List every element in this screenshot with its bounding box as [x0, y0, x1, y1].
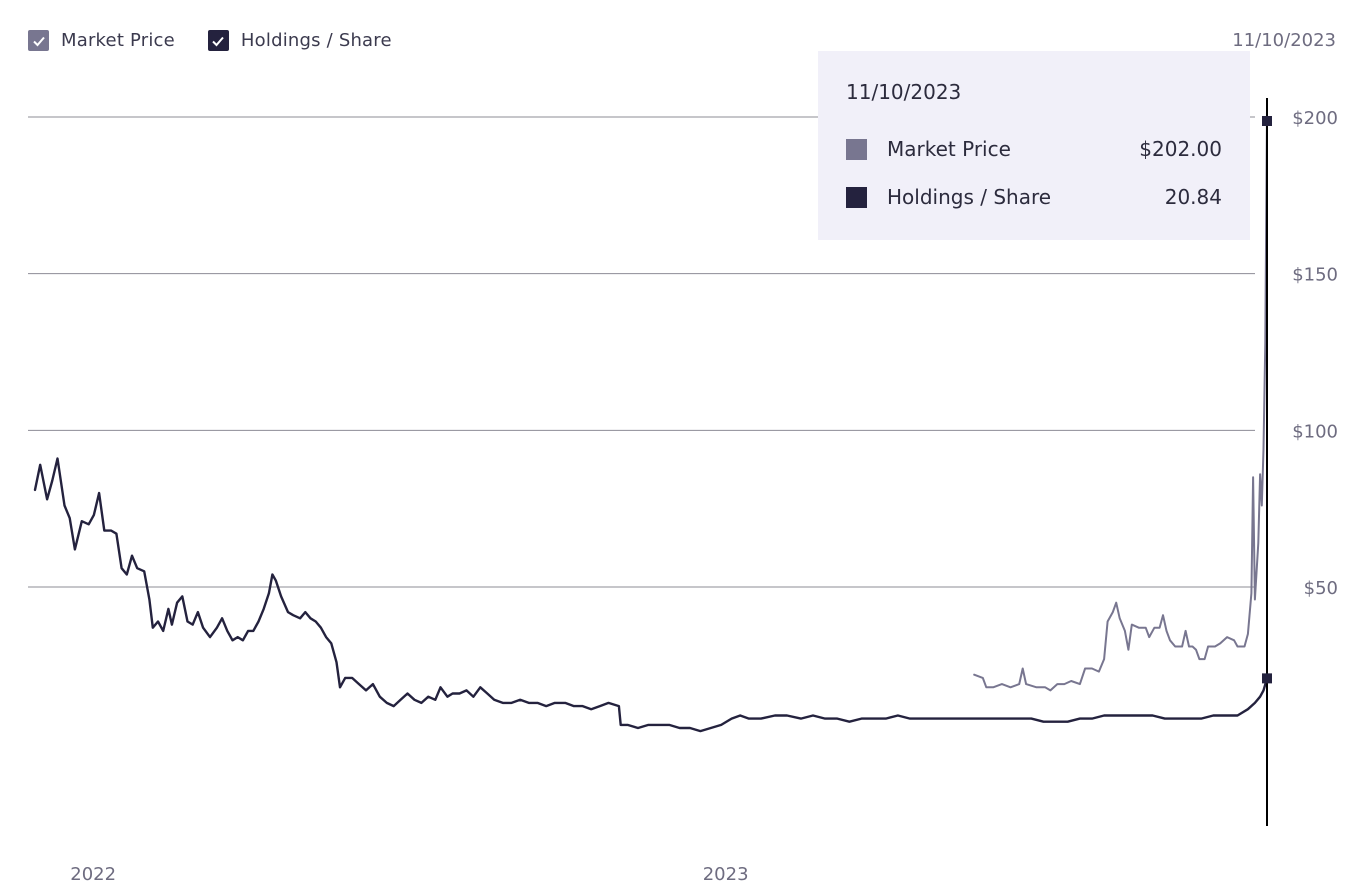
- tooltip-row-market-price: Market Price $202.00: [846, 125, 1222, 173]
- check-icon: [32, 36, 45, 46]
- x-tick-label: 2023: [703, 864, 749, 885]
- y-tick-label: $100: [1292, 421, 1338, 442]
- market-price-line: [973, 109, 1268, 692]
- legend-item-holdings-per-share[interactable]: Holdings / Share: [207, 30, 392, 51]
- market-price-checkbox[interactable]: [28, 30, 49, 51]
- tooltip-series-value: 20.84: [1164, 185, 1222, 209]
- holdings-per-share-line: [33, 457, 1269, 733]
- series-layer: [33, 109, 1269, 733]
- tooltip-series-name: Holdings / Share: [887, 185, 1052, 209]
- check-icon: [212, 36, 225, 46]
- tooltip-series-name: Market Price: [887, 137, 1011, 161]
- legend: Market Price Holdings / Share: [28, 30, 425, 51]
- legend-label: Holdings / Share: [240, 30, 392, 51]
- y-axis: $50 $100 $150 $200: [1292, 108, 1338, 599]
- y-tick-label: $50: [1304, 578, 1338, 599]
- holdings-per-share-checkbox[interactable]: [207, 30, 229, 51]
- x-axis: 2022 2023: [70, 864, 748, 885]
- holdings-per-share-marker: [1262, 673, 1272, 684]
- tooltip-date: 11/10/2023: [846, 80, 962, 104]
- legend-item-market-price[interactable]: Market Price: [28, 30, 175, 51]
- holdings-per-share-swatch: [846, 186, 867, 208]
- x-tick-label: 2022: [70, 864, 116, 885]
- tooltip: 11/10/2023 Market Price $202.00 Holdings…: [818, 51, 1250, 240]
- tooltip-row-holdings-per-share: Holdings / Share 20.84: [846, 173, 1222, 221]
- market-price-marker: [1262, 116, 1272, 126]
- legend-label: Market Price: [61, 30, 175, 51]
- y-tick-label: $150: [1292, 265, 1338, 286]
- hover-cursor: [1262, 98, 1272, 826]
- header-date: 11/10/2023: [1232, 30, 1336, 51]
- y-tick-label: $200: [1292, 108, 1338, 129]
- tooltip-series-value: $202.00: [1139, 137, 1222, 161]
- market-price-swatch: [846, 138, 867, 160]
